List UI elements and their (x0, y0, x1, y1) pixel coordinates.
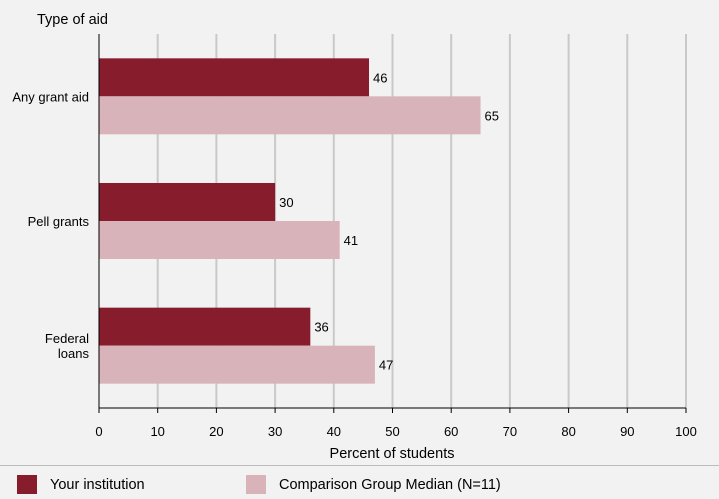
data-label-your-institution-0: 46 (373, 70, 387, 85)
x-tick-label-70: 70 (503, 424, 517, 439)
y-axis-title: Type of aid (37, 12, 108, 28)
bars: 46 65 30 41 36 47 (99, 58, 499, 384)
data-label-comparison-group-median-n-11-2: 47 (379, 358, 393, 373)
legend-label-comparison-median: Comparison Group Median (N=11) (279, 476, 501, 493)
data-label-your-institution-2: 36 (314, 320, 328, 335)
legend-label-your-institution: Your institution (50, 476, 145, 493)
bar-comparison-group-median-n-11-1 (99, 221, 340, 259)
x-tick-label-60: 60 (444, 424, 458, 439)
bar-chart: Type of aid 46 65 30 41 36 47 Any grant aid Pe… (12, 12, 697, 462)
data-label-your-institution-1: 30 (279, 195, 293, 210)
category-label-0: Any grant aid (12, 89, 89, 104)
category-label-line: Any grant aid (12, 89, 89, 104)
data-label-comparison-group-median-n-11-1: 41 (344, 233, 358, 248)
x-tick-label-10: 10 (150, 424, 164, 439)
category-label-line: Federal (45, 331, 89, 346)
bar-comparison-group-median-n-11-2 (99, 345, 375, 384)
category-label-line: loans (58, 346, 90, 361)
data-label-comparison-group-median-n-11-0: 65 (485, 108, 499, 123)
bar-your-institution-1 (99, 183, 276, 221)
legend-item-comparison-median: Comparison Group Median (N=11) (246, 475, 501, 494)
x-tick-label-20: 20 (209, 424, 223, 439)
x-tick-label-30: 30 (268, 424, 282, 439)
bar-your-institution-0 (99, 58, 370, 97)
category-label-line: Pell grants (28, 214, 90, 229)
bar-comparison-group-median-n-11-0 (99, 96, 481, 135)
x-tick-label-100: 100 (675, 424, 697, 439)
legend-item-your-institution: Your institution (17, 475, 145, 494)
x-axis-title: Percent of students (330, 446, 455, 462)
axes: Any grant aid Pell grants Federal loans 0 10 2… (12, 34, 697, 439)
category-label-1: Pell grants (28, 214, 90, 229)
x-tick-label-40: 40 (327, 424, 341, 439)
legend: Your institution Comparison Group Median… (0, 465, 719, 499)
x-tick-label-80: 80 (561, 424, 575, 439)
bar-your-institution-2 (99, 307, 311, 346)
category-label-2: Federal loans (45, 331, 90, 361)
x-tick-label-0: 0 (95, 424, 102, 439)
x-tick-label-90: 90 (620, 424, 634, 439)
legend-swatch-comparison-median (246, 475, 266, 494)
legend-swatch-your-institution (17, 475, 37, 494)
x-tick-label-50: 50 (385, 424, 399, 439)
